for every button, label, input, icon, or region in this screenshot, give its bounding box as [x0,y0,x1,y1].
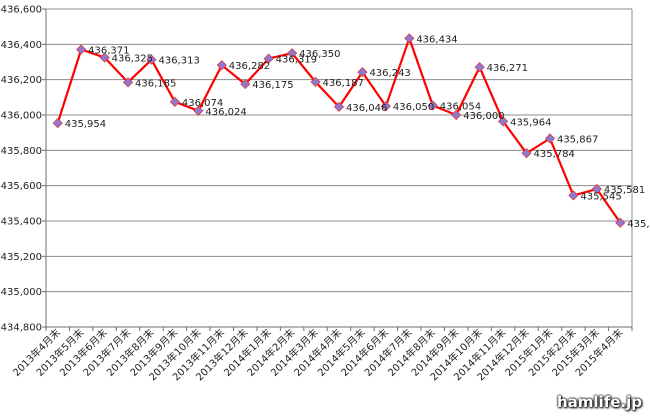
data-point [497,116,509,127]
data-point [544,133,556,144]
data-label: 436,000 [463,111,504,122]
data-label: 436,271 [487,63,528,74]
y-tick-label: 435,800 [1,146,42,157]
data-point [122,77,134,88]
data-label: 436,434 [416,34,457,45]
data-label: 436,319 [276,55,317,66]
data-label: 436,313 [158,56,199,67]
data-point [287,48,298,59]
data-point [169,96,181,108]
y-axis-ticks: 434,800 435,000 435,200 435,400 435,600 435,8… [1,5,42,334]
data-label: 435,545 [580,191,621,202]
data-label: 436,046 [346,103,387,114]
series-line [56,37,622,224]
data-point [310,76,321,88]
data-point [474,62,485,73]
y-tick-label: 435,400 [1,217,42,228]
watermark-text: hamlife.jp [557,393,642,411]
y-tick-label: 435,200 [1,252,42,263]
data-point [146,54,157,65]
data-label: 436,050 [393,102,434,113]
data-point [404,33,415,44]
data-label: 436,350 [299,49,340,60]
data-label: 435,964 [510,117,551,128]
data-label: 436,185 [135,78,176,89]
y-tick-label: 436,600 [1,5,42,16]
data-label: 435,867 [557,134,598,145]
data-label: 436,243 [369,68,410,79]
data-label: 436,074 [182,98,223,109]
data-label: 436,187 [323,78,364,89]
data-point [427,100,438,111]
data-label: 436,325 [112,54,153,65]
y-tick-label: 435,600 [1,181,42,192]
data-label: 435,581 [604,185,645,196]
data-point [193,105,204,116]
site-watermark-logo: hamlife.jp [557,390,642,414]
data-label: 435,390 [627,219,650,230]
data-label: 436,024 [205,107,246,118]
y-tick-label: 436,000 [1,111,42,122]
y-tick-label: 436,200 [1,75,42,86]
data-point [240,78,251,90]
data-point [521,148,532,159]
data-point [357,66,368,78]
data-point [76,44,87,55]
data-point [451,109,462,121]
gridlines [42,8,633,328]
y-tick-label: 436,400 [1,40,42,51]
data-label: 435,784 [534,149,575,160]
data-point [52,118,63,129]
data-point [568,190,579,201]
data-label: 436,175 [252,80,293,91]
data-point [99,52,110,63]
data-point [591,183,602,195]
data-point [263,53,274,64]
data-point [333,101,345,112]
y-tick-label: 434,800 [1,323,42,334]
data-label: 436,371 [88,45,129,56]
data-label: 435,954 [65,119,106,130]
data-label: 436,282 [229,61,270,72]
data-point [380,101,391,112]
data-point [216,60,227,71]
x-axis-ticks: 2013年4月末2013年5月末2013年6月末2013年7月末2013年8月末… [10,326,633,383]
series-kanyu-kyoku-su [52,33,626,228]
y-tick-label: 435,000 [1,287,42,298]
data-point [615,217,626,228]
data-label: 436,054 [440,101,481,112]
